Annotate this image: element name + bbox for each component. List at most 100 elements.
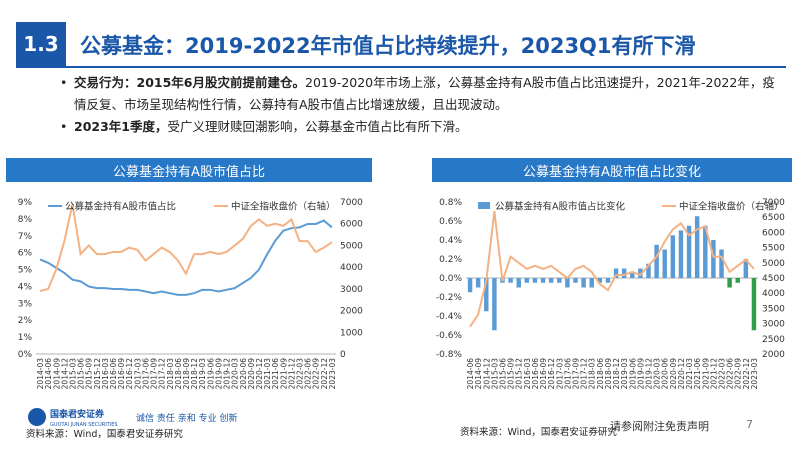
bar-mark (605, 278, 611, 283)
x-tick-label: 2014-06 (44, 358, 53, 390)
x-tick-label: 2022-12 (742, 358, 751, 390)
bar-mark (492, 278, 497, 331)
x-tick-label: 2017-09 (150, 358, 159, 390)
y-tick-right: 4000 (340, 263, 363, 273)
y-tick-right: 7000 (340, 198, 363, 208)
x-tick-label: 2021-12 (287, 358, 296, 390)
bar-mark (686, 225, 692, 278)
bar-mark (557, 278, 562, 283)
x-tick-label: 2023-03 (328, 358, 337, 390)
bar-mark (727, 278, 732, 288)
y-tick-right: 4000 (762, 289, 785, 299)
bar-mark (597, 278, 603, 283)
right-chart-title: 公募基金持有A股市值占比变化 (432, 158, 792, 182)
bar-mark (711, 240, 716, 278)
legend-swatch-share (478, 202, 490, 209)
bar-mark (475, 278, 481, 288)
bar-mark (467, 278, 473, 293)
page-title: 公募基金：2019-2022年市值占比持续提升，2023Q1有所下滑 (80, 34, 696, 58)
y-tick-right: 6000 (762, 228, 785, 238)
bar-mark (573, 278, 578, 283)
x-tick-label: 2021-12 (709, 358, 718, 390)
y-tick-right: 2000 (340, 307, 363, 317)
y-tick-left: 7% (18, 232, 33, 242)
y-tick-right: 6500 (762, 213, 785, 223)
x-tick-label: 2021-09 (701, 358, 710, 390)
series-line-index (469, 211, 755, 328)
y-tick-left: 0% (18, 350, 33, 360)
y-tick-right: 5000 (762, 259, 785, 269)
y-tick-right: 3500 (762, 304, 785, 314)
slide-header: 1.3 公募基金：2019-2022年市值占比持续提升，2023Q1有所下滑 (0, 0, 802, 66)
x-tick-label: 2015-12 (93, 358, 102, 390)
x-tick-label: 2016-06 (109, 358, 118, 390)
bar-mark (540, 278, 546, 283)
x-tick-label: 2015-09 (507, 358, 516, 390)
logo-icon (28, 408, 46, 426)
logo-name: 国泰君安证券 (50, 408, 105, 420)
bar-mark (524, 278, 530, 283)
x-tick-label: 2019-06 (628, 358, 637, 390)
x-tick-label: 2022-03 (296, 358, 305, 390)
y-tick-left: 0.2% (439, 255, 462, 265)
x-tick-label: 2017-06 (563, 358, 572, 390)
y-tick-left: 2% (18, 316, 33, 326)
logo-en: GUOTAI JUNAN SECURITIES (50, 422, 118, 428)
bar-mark (719, 249, 724, 278)
x-tick-label: 2015-12 (515, 358, 524, 390)
y-tick-right: 4500 (762, 274, 785, 284)
x-tick-label: 2018-12 (190, 358, 199, 390)
x-tick-label: 2019-03 (620, 358, 629, 390)
bar-mark (613, 268, 619, 278)
bullet-item: 2023年1季度，受广义理财赎回潮影响，公募基金市值占比有所下滑。 (60, 116, 784, 138)
x-tick-label: 2015-09 (85, 358, 94, 390)
x-tick-label: 2022-09 (734, 358, 743, 390)
bar-mark (508, 278, 513, 283)
x-tick-label: 2015-06 (499, 358, 508, 390)
right-chart-panel: 公募基金持有A股市值占比变化 -0.8% -0.6% -0.4% -0.2% 0.0% 0… (432, 158, 792, 408)
disclaimer-note: 请参阅附注免责声明 (610, 420, 709, 433)
bar-mark (589, 278, 594, 288)
x-tick-label: 2014-06 (466, 358, 475, 390)
y-tick-right: 3000 (340, 285, 363, 295)
bullet-list: 交易行为：2015年6月股灾前提前建仓。2019-2020年市场上涨，公募基金持… (60, 72, 784, 138)
left-chart: 0% 1% 2% 3% 4% 5% 6% 7% 8% 9% 0 1000 2000 3000 4000 500… (18, 198, 363, 390)
y-tick-right: 2500 (762, 335, 785, 345)
y-tick-left: 0.4% (439, 236, 462, 246)
x-tick-label: 2022-12 (320, 358, 329, 390)
x-tick-label: 2020-12 (255, 358, 264, 390)
x-tick-label: 2020-03 (653, 358, 662, 390)
y-tick-left: -0.8% (436, 350, 463, 360)
x-tick-label: 2015-03 (68, 358, 77, 390)
x-tick-label: 2016-09 (539, 358, 548, 390)
y-tick-right: 7000 (762, 198, 785, 208)
legend-label-index: 中证全指收盘价（右轴） (231, 201, 336, 213)
x-tick-label: 2015-06 (77, 358, 86, 390)
legend-label-share: 公募基金持有A股市值占比 (65, 201, 176, 213)
series-line-index (39, 203, 333, 292)
bar-mark (548, 278, 554, 283)
x-tick-label: 2016-09 (117, 358, 126, 390)
y-tick-left: -0.2% (436, 293, 463, 303)
y-tick-right: 2000 (762, 350, 785, 360)
y-tick-right: 0 (340, 350, 346, 360)
legend-label-index: 中证全指收盘价（右轴） (679, 201, 784, 213)
y-tick-left: 5% (18, 266, 33, 276)
x-tick-label: 2022-03 (718, 358, 727, 390)
x-tick-label: 2018-06 (174, 358, 183, 390)
y-tick-left: 0.6% (439, 217, 462, 227)
bar-mark (654, 244, 659, 278)
y-tick-right: 5000 (340, 241, 363, 251)
page-number: 7 (746, 418, 753, 431)
y-tick-right: 1000 (340, 328, 363, 338)
y-tick-right: 3000 (762, 320, 785, 330)
x-tick-label: 2018-12 (612, 358, 621, 390)
x-tick-label: 2016-03 (101, 358, 110, 390)
y-tick-left: 4% (18, 282, 33, 292)
y-tick-right: 5500 (762, 244, 785, 254)
x-tick-label: 2021-06 (693, 358, 702, 390)
x-tick-label: 2014-03 (36, 358, 45, 390)
x-tick-label: 2017-03 (555, 358, 564, 390)
bar-mark (565, 278, 570, 288)
x-tick-label: 2017-12 (158, 358, 167, 390)
